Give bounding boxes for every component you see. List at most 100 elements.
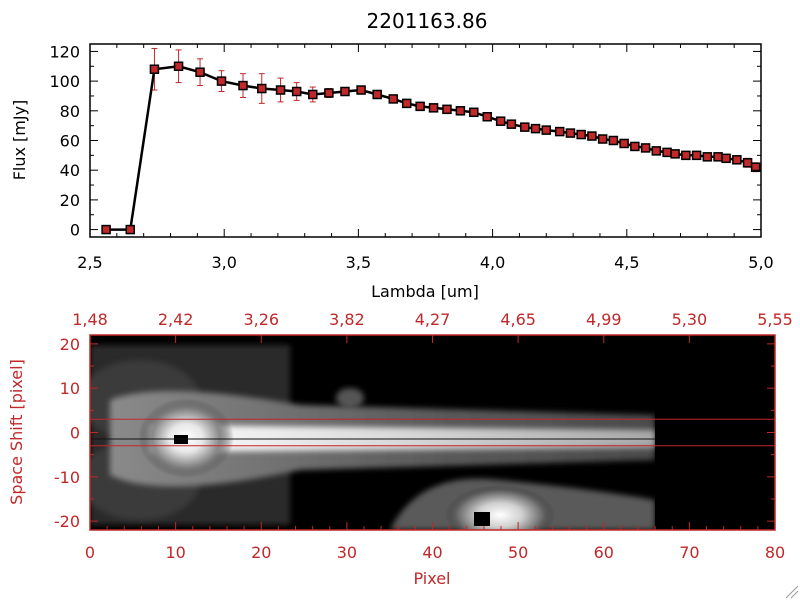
x-axis-title: Lambda [um] — [371, 282, 479, 301]
data-point — [681, 150, 691, 161]
data-point — [495, 116, 506, 126]
data-point — [691, 150, 702, 161]
space-shift-tick-label: -20 — [54, 512, 80, 531]
data-point — [216, 76, 227, 86]
data-point — [455, 106, 466, 116]
data-point — [324, 88, 334, 98]
data-point — [651, 146, 662, 156]
pixel-tick-label: 0 — [85, 543, 95, 562]
data-point — [308, 89, 318, 100]
y-tick-label: 80 — [60, 102, 80, 121]
x-tick-label: 4,0 — [480, 253, 505, 272]
wavelength-tick-label: 4,99 — [586, 310, 622, 329]
y-tick-label: 100 — [49, 72, 80, 91]
spectrum-chart: 2201163.86 2,5 3,0 3,5 4,0 4,5 5,0 0 20 40 60 80 1… — [10, 9, 774, 301]
space-shift-tick-label: 10 — [60, 379, 80, 398]
data-point — [742, 158, 753, 168]
y-ticks-group: 0 20 40 60 80 100 120 — [49, 42, 761, 240]
data-point — [608, 135, 619, 146]
wavelength-tick-label: 1,48 — [72, 310, 108, 329]
x-ticks-group: 2,5 3,0 3,5 4,0 4,5 5,0 — [77, 44, 774, 272]
x-tick-label: 3,5 — [346, 253, 371, 272]
wavelength-tick-label: 5,30 — [672, 310, 708, 329]
wavelength-tick-label: 3,82 — [329, 310, 365, 329]
data-point — [275, 85, 286, 95]
data-point — [520, 122, 530, 132]
data-point — [662, 147, 672, 158]
data-point — [732, 155, 742, 165]
data-point — [530, 123, 541, 134]
pixel-tick-label: 40 — [422, 543, 442, 562]
data-point — [506, 119, 517, 129]
pixel-axis-title: Pixel — [413, 569, 450, 588]
markers-group — [101, 61, 761, 235]
space-shift-tick-label: -10 — [54, 468, 80, 487]
data-point — [702, 152, 713, 162]
y-tick-label: 120 — [49, 42, 80, 61]
intensity-image — [90, 335, 775, 530]
data-point — [388, 94, 399, 104]
data-point — [750, 162, 761, 172]
pixel-tick-label: 20 — [251, 543, 271, 562]
data-point — [619, 138, 629, 149]
y-axis-title: Flux [mJy] — [10, 100, 29, 181]
data-point — [356, 85, 366, 95]
data-point — [565, 128, 576, 138]
y-tick-label: 60 — [60, 132, 80, 151]
data-point — [415, 101, 425, 112]
wavelength-tick-label: 4,27 — [415, 310, 451, 329]
pixel-tick-label: 80 — [765, 543, 785, 562]
y-tick-label: 20 — [60, 191, 80, 210]
space-shift-axis-title: Space Shift [pixel] — [7, 359, 26, 505]
data-point — [291, 86, 302, 97]
data-point — [173, 61, 184, 72]
data-point — [670, 149, 680, 159]
data-point — [195, 67, 205, 77]
data-point — [101, 224, 111, 235]
pixel-tick-label: 30 — [337, 543, 357, 562]
space-shift-axis-ticks: -20 -10 0 10 20 — [54, 335, 775, 531]
data-point — [597, 134, 608, 144]
data-point — [541, 125, 552, 135]
space-shift-tick-label: 20 — [60, 335, 80, 354]
data-point — [257, 83, 267, 94]
pixel-tick-label: 60 — [594, 543, 614, 562]
plot-frame — [89, 43, 762, 238]
data-point — [238, 80, 248, 91]
data-point — [630, 141, 640, 152]
data-point — [125, 224, 136, 235]
data-point — [469, 107, 479, 118]
data-point — [482, 111, 492, 122]
wavelength-axis-ticks: 1,48 2,42 3,26 3,82 4,27 4,65 4,99 5,30 5,55 — [72, 310, 793, 343]
x-tick-label: 2,5 — [77, 253, 102, 272]
x-tick-label: 5,0 — [748, 253, 773, 272]
wavelength-tick-label: 3,26 — [243, 310, 279, 329]
spectral-image-panel: 0 10 20 30 40 50 60 70 80 1,48 2,42 3,26 3,82 4,27 4,… — [7, 310, 793, 588]
pixel-axis-ticks: 0 10 20 30 40 50 60 70 80 — [85, 522, 785, 562]
data-point — [442, 104, 452, 115]
data-point — [576, 129, 586, 140]
wavelength-tick-label: 4,65 — [500, 310, 536, 329]
x-tick-label: 3,0 — [211, 253, 236, 272]
y-tick-label: 0 — [70, 221, 80, 240]
data-point — [721, 153, 731, 164]
pixel-tick-label: 50 — [508, 543, 528, 562]
chart-title: 2201163.86 — [367, 9, 488, 33]
data-point — [149, 64, 160, 74]
x-tick-label: 4,5 — [614, 253, 639, 272]
pixel-tick-label: 70 — [679, 543, 699, 562]
data-point — [428, 103, 439, 113]
data-point — [340, 86, 350, 97]
data-point — [372, 89, 382, 100]
data-point — [554, 126, 565, 137]
wavelength-tick-label: 2,42 — [158, 310, 194, 329]
data-point — [587, 131, 597, 141]
data-point — [713, 152, 723, 162]
resize-grip-icon[interactable] — [785, 585, 799, 599]
y-tick-label: 40 — [60, 161, 80, 180]
wavelength-tick-label: 5,55 — [757, 310, 793, 329]
pixel-tick-label: 10 — [165, 543, 185, 562]
data-point — [401, 98, 412, 109]
